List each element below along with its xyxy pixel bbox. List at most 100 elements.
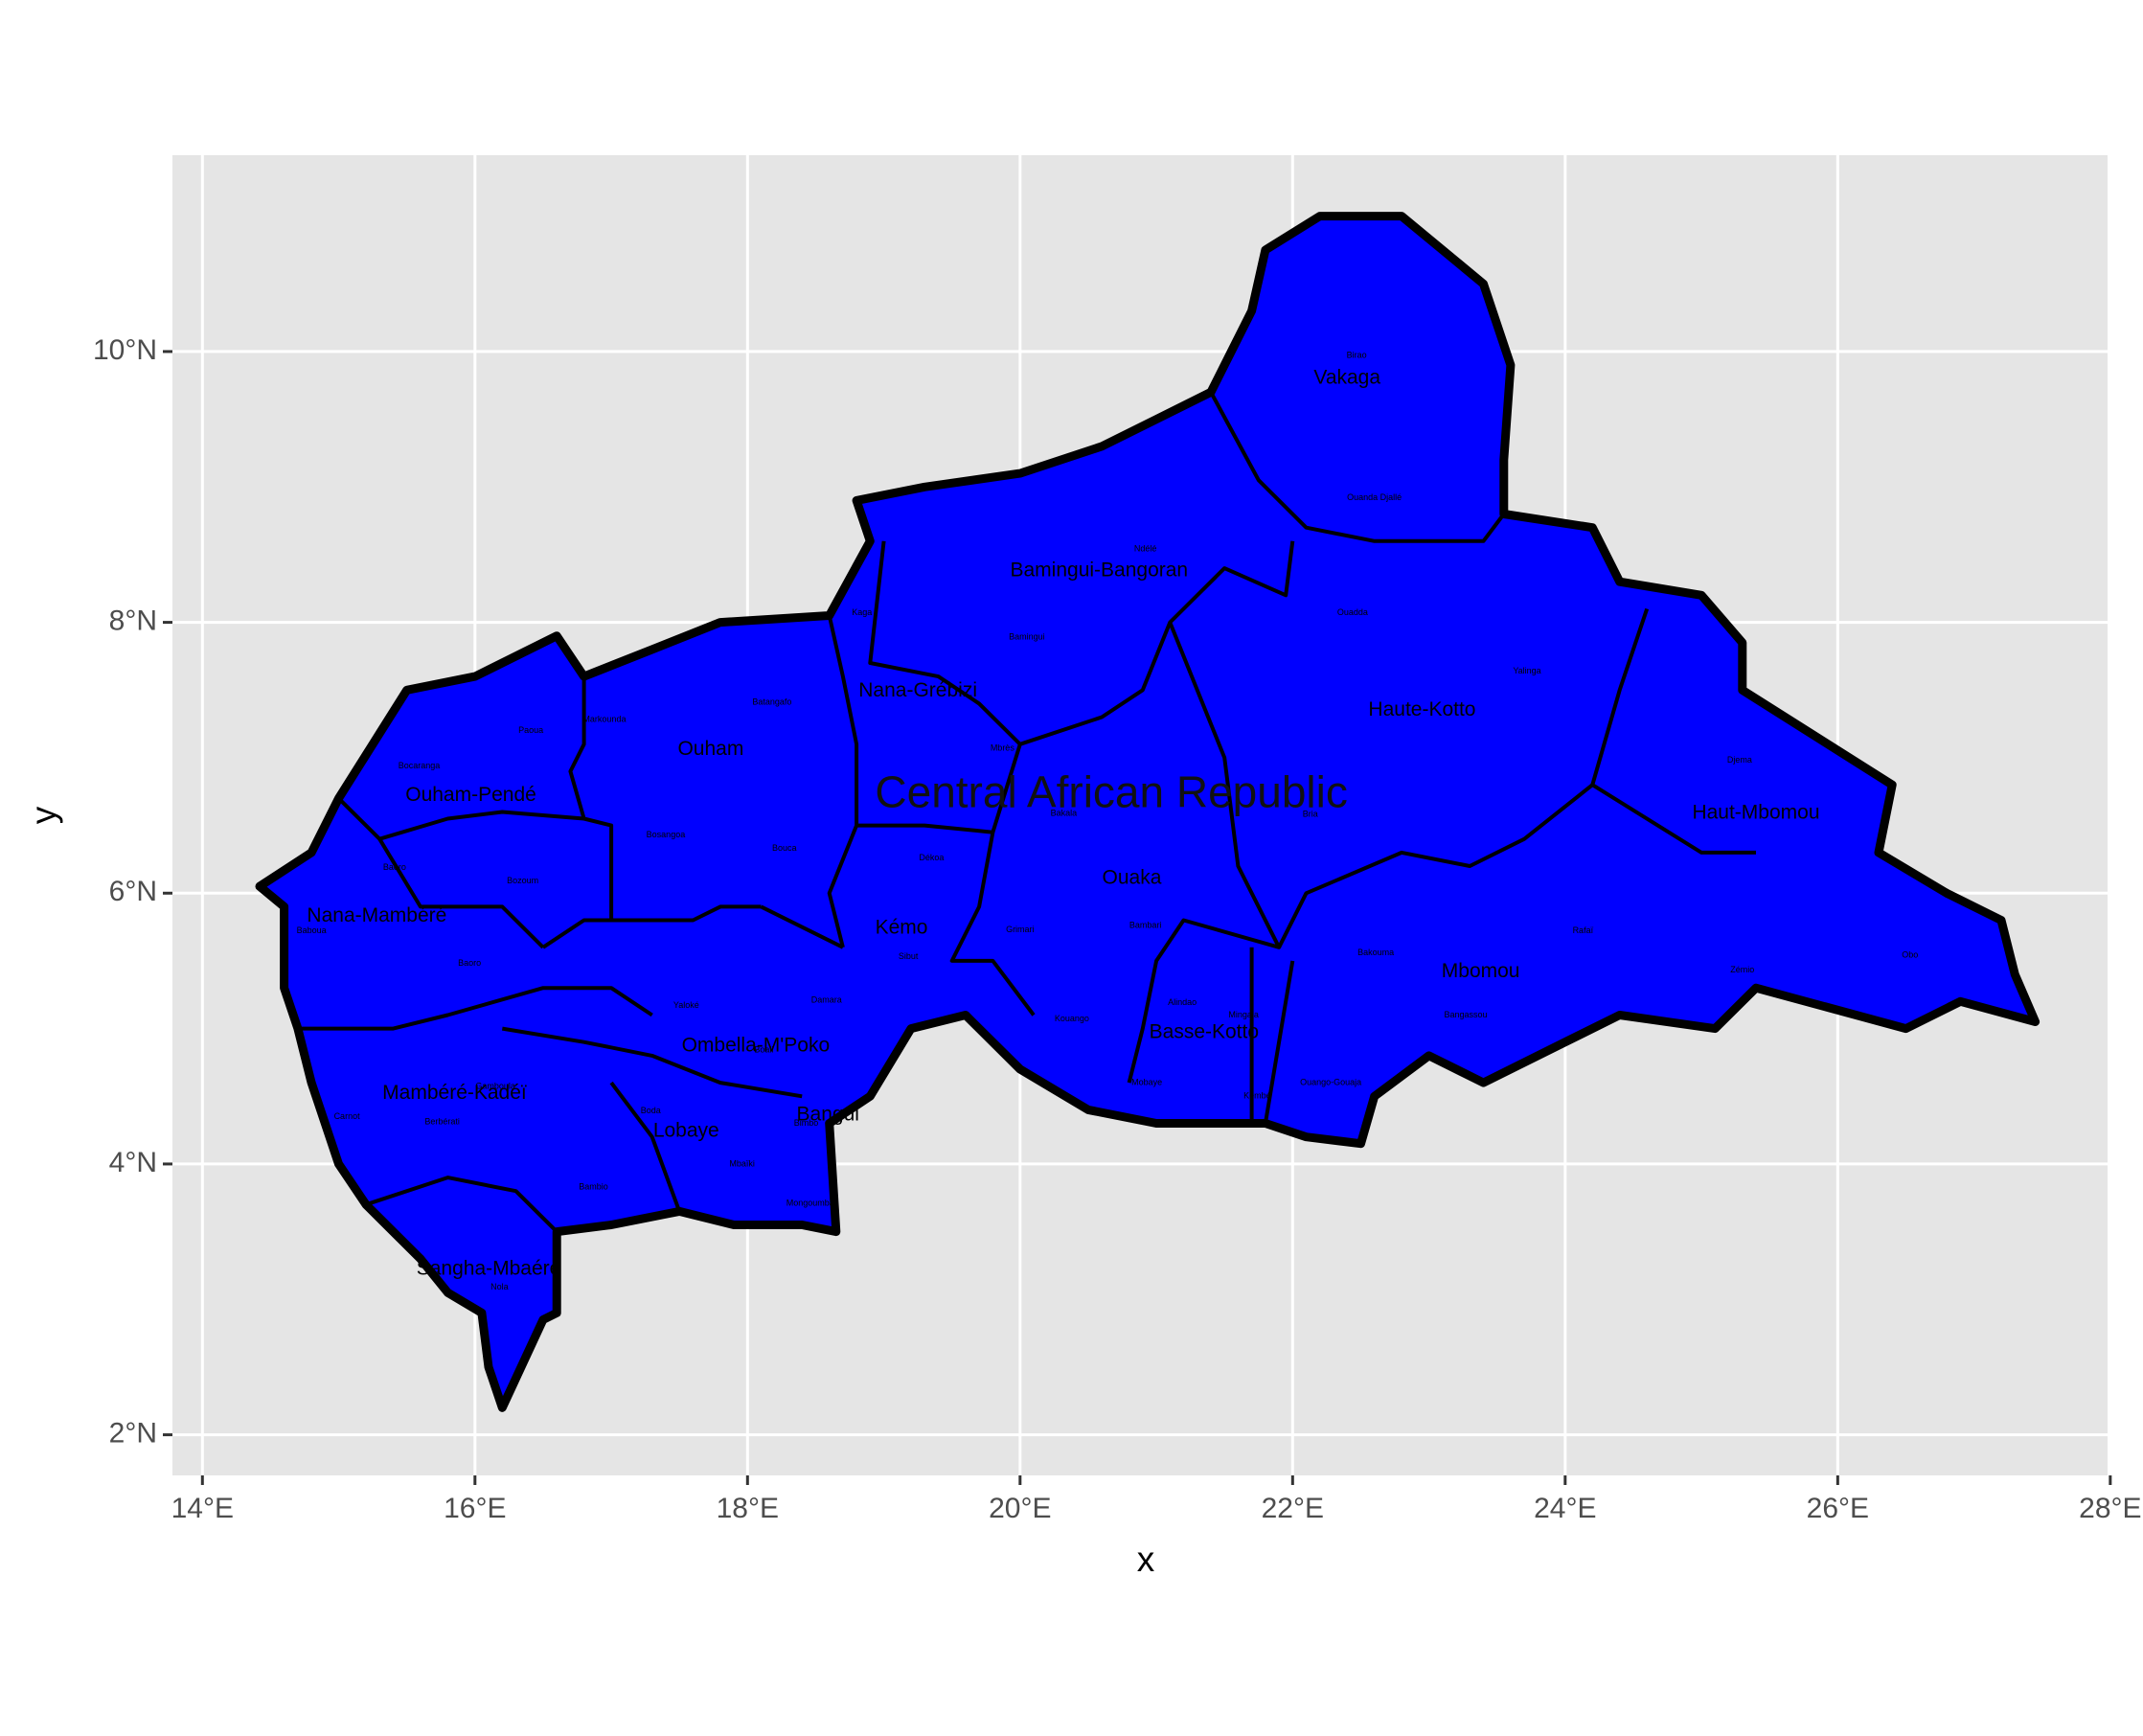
district-label: Bangassou: [1444, 1010, 1487, 1019]
y-tick-label: 6°N: [109, 876, 157, 907]
district-labels: Birao Ouanda Djallé Ndélé Bamingui Ouadda Yal…: [297, 351, 1919, 1291]
district-label: Bocaranga: [399, 761, 441, 770]
region-border: [609, 1081, 682, 1213]
district-label: Ndélé: [1134, 544, 1157, 554]
district-label: Mongoumba: [787, 1198, 834, 1207]
district-label: Sibut: [899, 951, 919, 961]
district-label: Nola: [490, 1282, 509, 1291]
district-label: Bozoum: [507, 876, 538, 885]
region-label: Mbomou: [1442, 960, 1520, 982]
region-border: [568, 676, 614, 921]
district-label: Markounda: [582, 715, 626, 724]
region-border: [991, 743, 1022, 834]
district-label: Birao: [1347, 351, 1367, 360]
country-shape: [255, 212, 2040, 1412]
region-label: Nana-Grébizi: [858, 679, 977, 701]
district-label: Bimbo: [794, 1118, 819, 1128]
region-label: Basse-Kotto: [1150, 1020, 1259, 1042]
region-border: [1263, 960, 1295, 1124]
x-tick-label: 16°E: [444, 1493, 506, 1524]
region-border: [949, 832, 1036, 1016]
region-label: Mambéré-Kadéï: [382, 1082, 527, 1104]
region-border: [760, 904, 844, 949]
district-label: Gamboula: [475, 1082, 515, 1091]
x-axis: 14°E 16°E 18°E 20°E 22°E 24°E 26°E 28°E: [171, 1475, 2142, 1524]
district-label: Mbrès: [991, 742, 1015, 752]
region-border: [1590, 607, 1650, 786]
district-label: Kouango: [1055, 1014, 1089, 1023]
region-label: Haute-Kotto: [1368, 698, 1475, 720]
x-tick-label: 20°E: [989, 1493, 1051, 1524]
x-tick-label: 26°E: [1807, 1493, 1869, 1524]
region-label: Nana-Mambéré: [307, 904, 446, 926]
x-tick-label: 18°E: [717, 1493, 779, 1524]
district-label: Ouango-Gouaja: [1300, 1078, 1361, 1087]
district-label: Paoua: [518, 725, 543, 735]
y-tick-label: 4°N: [109, 1147, 157, 1178]
region-border: [337, 796, 584, 841]
district-label: Yalinga: [1513, 666, 1540, 675]
district-label: Grimari: [1006, 925, 1035, 934]
region-border: [365, 1176, 559, 1234]
x-axis-title: x: [1137, 1540, 1155, 1579]
y-tick-label: 2°N: [109, 1418, 157, 1450]
x-tick-label: 28°E: [2079, 1493, 2141, 1524]
region-border: [297, 986, 653, 1031]
x-tick-label: 14°E: [171, 1493, 234, 1524]
district-label: Bouca: [772, 843, 797, 853]
region-border: [856, 823, 993, 834]
district-label: Djema: [1727, 755, 1752, 765]
district-label: Boali: [754, 1045, 773, 1055]
district-label: Mbaïki: [729, 1158, 755, 1168]
region-label: Ouaka: [1103, 866, 1162, 888]
x-tick-label: 24°E: [1534, 1493, 1596, 1524]
region-label: Ombella-M'Poko: [682, 1035, 831, 1057]
region-border: [501, 1026, 803, 1099]
region-label: Ouham-Pendé: [405, 784, 536, 806]
region-label: Lobaye: [653, 1120, 719, 1142]
district-label: Ouadda: [1337, 607, 1368, 617]
district-label: Baboua: [297, 925, 327, 935]
region-border: [1277, 783, 1594, 948]
district-label: Mobaye: [1131, 1078, 1162, 1087]
region-label: Vakaga: [1313, 367, 1380, 389]
region-border: [1127, 621, 1282, 1084]
district-label: Damara: [811, 994, 842, 1004]
region-label: Sangha-Mbaéré: [417, 1258, 561, 1280]
country-label: Central African Republic: [875, 766, 1347, 816]
y-axis-title: y: [24, 806, 63, 824]
district-label: Dékoa: [919, 853, 944, 862]
district-label: Obo: [1902, 950, 1918, 960]
district-label: Kaga: [852, 607, 872, 617]
region-label: Ouham: [677, 738, 743, 760]
region-border: [868, 540, 1022, 746]
district-label: Bakala: [1051, 808, 1078, 817]
region-label: Haut-Mbomou: [1692, 801, 1819, 823]
district-label: Batangafo: [752, 697, 791, 706]
district-label: Mingala: [1228, 1010, 1259, 1019]
district-label: Carnot: [334, 1111, 361, 1121]
district-label: Berbérati: [424, 1116, 460, 1126]
map-layer: [255, 212, 2040, 1412]
district-label: Bambio: [579, 1181, 608, 1191]
district-label: Bambari: [1129, 921, 1162, 930]
y-axis: 2°N 4°N 6°N 8°N 10°N: [93, 334, 172, 1450]
region-labels: Vakaga Bamingui-Bangoran Haute-Kotto Haut-M…: [307, 367, 1819, 1280]
x-tick-label: 22°E: [1262, 1493, 1324, 1524]
district-label: Kembé: [1243, 1091, 1271, 1101]
district-label: Baoro: [458, 958, 481, 968]
region-border: [1591, 783, 1756, 855]
region-border: [1209, 391, 1506, 543]
district-label: Rafaï: [1573, 925, 1594, 935]
district-label: Zémio: [1730, 965, 1754, 974]
district-label: Bria: [1303, 810, 1318, 819]
district-label: Ouanda Djallé: [1347, 492, 1402, 502]
region-label: Bamingui-Bangoran: [1011, 559, 1189, 581]
region-border: [377, 837, 545, 949]
region-label: Kémo: [876, 917, 928, 939]
region-label: Bangui: [797, 1104, 859, 1126]
region-border: [827, 615, 859, 948]
district-label: Baoro: [383, 862, 406, 872]
district-label: Bosangoa: [647, 830, 686, 839]
